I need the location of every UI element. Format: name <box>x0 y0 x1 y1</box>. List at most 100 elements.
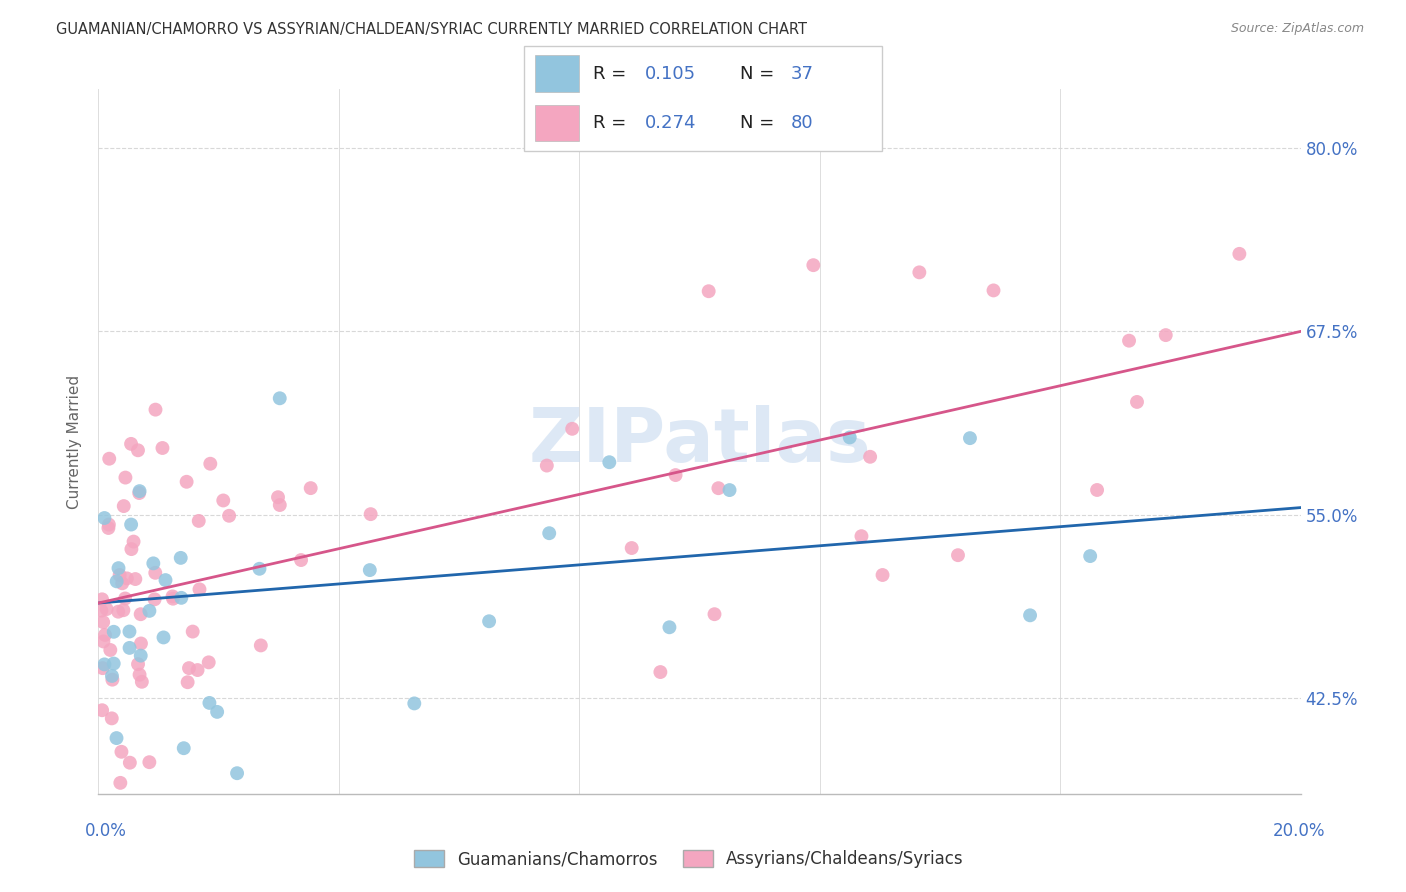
Point <box>187 663 209 677</box>
Point <box>91 703 114 717</box>
Point <box>360 507 382 521</box>
Text: 80: 80 <box>790 114 813 132</box>
Point <box>143 592 166 607</box>
Point <box>404 697 426 711</box>
Point <box>226 766 249 780</box>
Point <box>120 542 142 557</box>
Point <box>152 631 174 645</box>
Point <box>205 705 228 719</box>
Point <box>620 541 643 555</box>
Point <box>127 443 149 458</box>
Text: R =: R = <box>593 114 633 132</box>
Point <box>1227 247 1250 261</box>
Point <box>128 486 150 500</box>
Point <box>181 624 204 639</box>
Point <box>299 481 322 495</box>
Point <box>114 591 136 606</box>
Point <box>249 562 271 576</box>
FancyBboxPatch shape <box>524 45 882 151</box>
Y-axis label: Currently Married: Currently Married <box>67 375 83 508</box>
Point <box>536 458 558 473</box>
Text: GUAMANIAN/CHAMORRO VS ASSYRIAN/CHALDEAN/SYRIAC CURRENTLY MARRIED CORRELATION CHA: GUAMANIAN/CHAMORRO VS ASSYRIAN/CHALDEAN/… <box>56 22 807 37</box>
Point <box>1126 395 1149 409</box>
Point <box>838 430 860 444</box>
Text: 37: 37 <box>790 64 814 82</box>
FancyBboxPatch shape <box>534 55 579 92</box>
Point <box>269 498 291 512</box>
Point <box>110 776 132 790</box>
Point <box>598 455 620 469</box>
Point <box>97 517 120 532</box>
Point <box>359 563 381 577</box>
Point <box>983 284 1005 298</box>
Point <box>218 508 240 523</box>
Point <box>138 755 160 769</box>
Point <box>859 450 882 464</box>
Point <box>561 422 583 436</box>
Point <box>851 529 873 543</box>
Text: 20.0%: 20.0% <box>1272 822 1326 839</box>
Point <box>93 657 115 672</box>
Point <box>111 576 134 591</box>
Point <box>170 550 193 565</box>
Point <box>118 640 141 655</box>
FancyBboxPatch shape <box>534 104 579 141</box>
Point <box>1078 549 1101 563</box>
Point <box>155 573 177 587</box>
Point <box>142 557 165 571</box>
Point <box>290 553 312 567</box>
Point <box>131 674 153 689</box>
Point <box>105 574 128 589</box>
Point <box>478 614 501 628</box>
Point <box>269 392 291 406</box>
Point <box>198 696 221 710</box>
Point <box>118 756 141 770</box>
Point <box>946 548 969 562</box>
Point <box>129 636 152 650</box>
Point <box>959 431 981 445</box>
Text: 0.274: 0.274 <box>644 114 696 132</box>
Point <box>101 669 124 683</box>
Point <box>108 796 131 810</box>
Point <box>1019 608 1042 623</box>
Point <box>188 582 211 597</box>
Point <box>112 499 135 513</box>
Point <box>128 484 150 499</box>
Point <box>1154 328 1177 343</box>
Point <box>118 624 141 639</box>
Text: R =: R = <box>593 64 633 82</box>
Point <box>120 517 142 532</box>
Point <box>176 475 198 489</box>
Point <box>212 493 235 508</box>
Point <box>97 521 120 535</box>
Point <box>200 457 222 471</box>
Point <box>90 604 112 618</box>
Point <box>152 441 174 455</box>
Point <box>91 661 114 675</box>
Point <box>112 603 135 617</box>
Point <box>98 451 121 466</box>
Point <box>122 534 145 549</box>
Point <box>138 604 160 618</box>
Text: N =: N = <box>740 114 779 132</box>
Text: Source: ZipAtlas.com: Source: ZipAtlas.com <box>1230 22 1364 36</box>
Point <box>93 511 115 525</box>
Point <box>129 607 152 622</box>
Point <box>143 566 166 580</box>
Point <box>96 602 118 616</box>
Text: N =: N = <box>740 64 779 82</box>
Point <box>124 572 146 586</box>
Point <box>173 741 195 756</box>
Point <box>1118 334 1140 348</box>
Point <box>128 667 150 681</box>
Point <box>176 675 198 690</box>
Point <box>110 745 132 759</box>
Legend: Guamanians/Chamorros, Assyrians/Chaldeans/Syriacs: Guamanians/Chamorros, Assyrians/Chaldean… <box>408 843 970 875</box>
Point <box>103 624 125 639</box>
Point <box>170 591 193 605</box>
Point <box>177 661 200 675</box>
Point <box>801 258 824 272</box>
Point <box>162 590 184 604</box>
Point <box>108 568 131 582</box>
Point <box>658 620 681 634</box>
